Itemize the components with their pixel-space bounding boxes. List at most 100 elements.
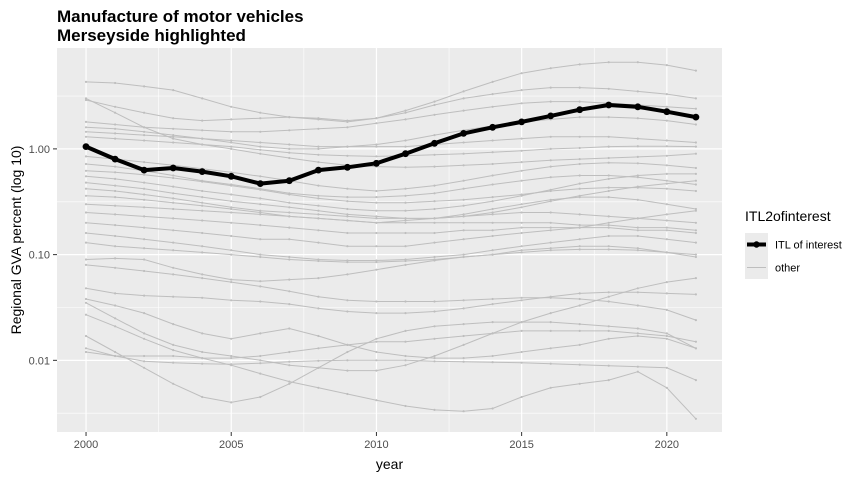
other-series-point xyxy=(201,332,204,335)
x-tick-label: 2005 xyxy=(219,439,243,451)
other-series-point xyxy=(375,268,378,271)
other-series-point xyxy=(636,247,639,250)
other-series-point xyxy=(375,259,378,262)
x-tick-label: 2015 xyxy=(509,439,533,451)
other-series-point xyxy=(665,119,668,122)
other-series-point xyxy=(84,313,88,316)
other-series-point xyxy=(462,164,465,167)
other-series-point xyxy=(288,382,291,385)
x-axis-title: year xyxy=(376,456,404,472)
other-series-point xyxy=(143,337,146,340)
other-series-point xyxy=(607,87,610,90)
other-series-point xyxy=(84,175,88,178)
other-series-point xyxy=(230,234,233,238)
other-series-point xyxy=(172,229,175,232)
other-series-point xyxy=(114,132,117,135)
other-series-point xyxy=(607,145,610,148)
other-series-point xyxy=(317,334,320,338)
highlight-series-point xyxy=(402,150,409,158)
other-series-point xyxy=(665,281,668,284)
other-series-point xyxy=(462,97,465,100)
other-series-point xyxy=(694,209,698,212)
other-series-point xyxy=(114,257,117,260)
other-series-point xyxy=(84,187,88,190)
other-series-point xyxy=(520,251,523,254)
other-series-point xyxy=(172,176,175,180)
other-series-point xyxy=(607,224,610,227)
other-series-point xyxy=(462,221,465,224)
other-series-point xyxy=(230,145,233,148)
other-series-point xyxy=(172,382,175,385)
other-series-point xyxy=(607,215,610,218)
other-series-point xyxy=(230,141,233,144)
other-series-point xyxy=(317,347,320,350)
other-series-line xyxy=(85,210,696,247)
other-series-point xyxy=(143,258,146,261)
other-series-point xyxy=(114,292,117,295)
other-series-point xyxy=(578,323,581,326)
other-series-point xyxy=(549,147,552,150)
other-series-point xyxy=(230,211,233,214)
other-series-point xyxy=(288,147,291,150)
other-series-point xyxy=(665,334,668,338)
other-series-point xyxy=(259,148,262,151)
other-series-point xyxy=(520,395,523,399)
other-series-point xyxy=(433,207,436,211)
other-series-point xyxy=(375,122,378,125)
x-tick-label: 2020 xyxy=(655,439,679,451)
other-series-point xyxy=(346,215,349,218)
other-series-point xyxy=(578,63,581,66)
other-series-point xyxy=(84,334,88,338)
highlight-series-point xyxy=(82,143,90,151)
other-series-point xyxy=(665,172,668,175)
other-series-point xyxy=(404,359,407,362)
other-series-point xyxy=(172,349,175,352)
other-series-point xyxy=(259,354,262,358)
other-series-point xyxy=(317,117,320,120)
other-series-point xyxy=(665,187,668,190)
other-series-point xyxy=(404,219,407,222)
other-series-line xyxy=(85,116,696,150)
chart-title: Manufacture of motor vehicles xyxy=(57,7,304,26)
other-series-point xyxy=(578,238,581,241)
other-series-point xyxy=(84,347,88,350)
other-series-point xyxy=(665,219,668,222)
other-series-point xyxy=(665,337,668,340)
other-series-point xyxy=(143,126,146,129)
other-series-point xyxy=(433,325,436,328)
other-series-point xyxy=(317,147,320,150)
other-series-point xyxy=(375,337,378,340)
highlight-series-point xyxy=(518,118,525,126)
other-series-point xyxy=(317,307,320,310)
other-series-point xyxy=(84,231,88,235)
other-series-point xyxy=(433,300,436,303)
other-series-point xyxy=(288,364,291,367)
other-series-point xyxy=(114,224,117,227)
other-series-point xyxy=(114,165,117,168)
other-series-point xyxy=(114,317,117,320)
other-series-point xyxy=(694,179,698,182)
other-series-point xyxy=(114,196,117,199)
other-series-point xyxy=(172,361,175,364)
other-series-point xyxy=(317,145,320,148)
other-series-line xyxy=(85,61,696,123)
other-series-point xyxy=(694,347,698,350)
other-series-point xyxy=(201,277,204,280)
other-series-point xyxy=(491,213,494,216)
other-series-point xyxy=(259,395,262,399)
other-series-point xyxy=(346,343,349,346)
other-series-point xyxy=(520,149,523,152)
other-series-point xyxy=(201,245,204,248)
other-series-line xyxy=(85,264,697,321)
other-series-point xyxy=(520,211,523,214)
other-series-point xyxy=(84,120,88,123)
other-series-point xyxy=(491,321,494,324)
other-series-point xyxy=(462,253,465,256)
other-series-point xyxy=(607,379,610,382)
other-series-point xyxy=(288,201,291,204)
other-series-point xyxy=(317,209,320,212)
other-series-point xyxy=(607,329,610,332)
other-series-point xyxy=(346,213,349,216)
other-series-line xyxy=(85,87,696,122)
